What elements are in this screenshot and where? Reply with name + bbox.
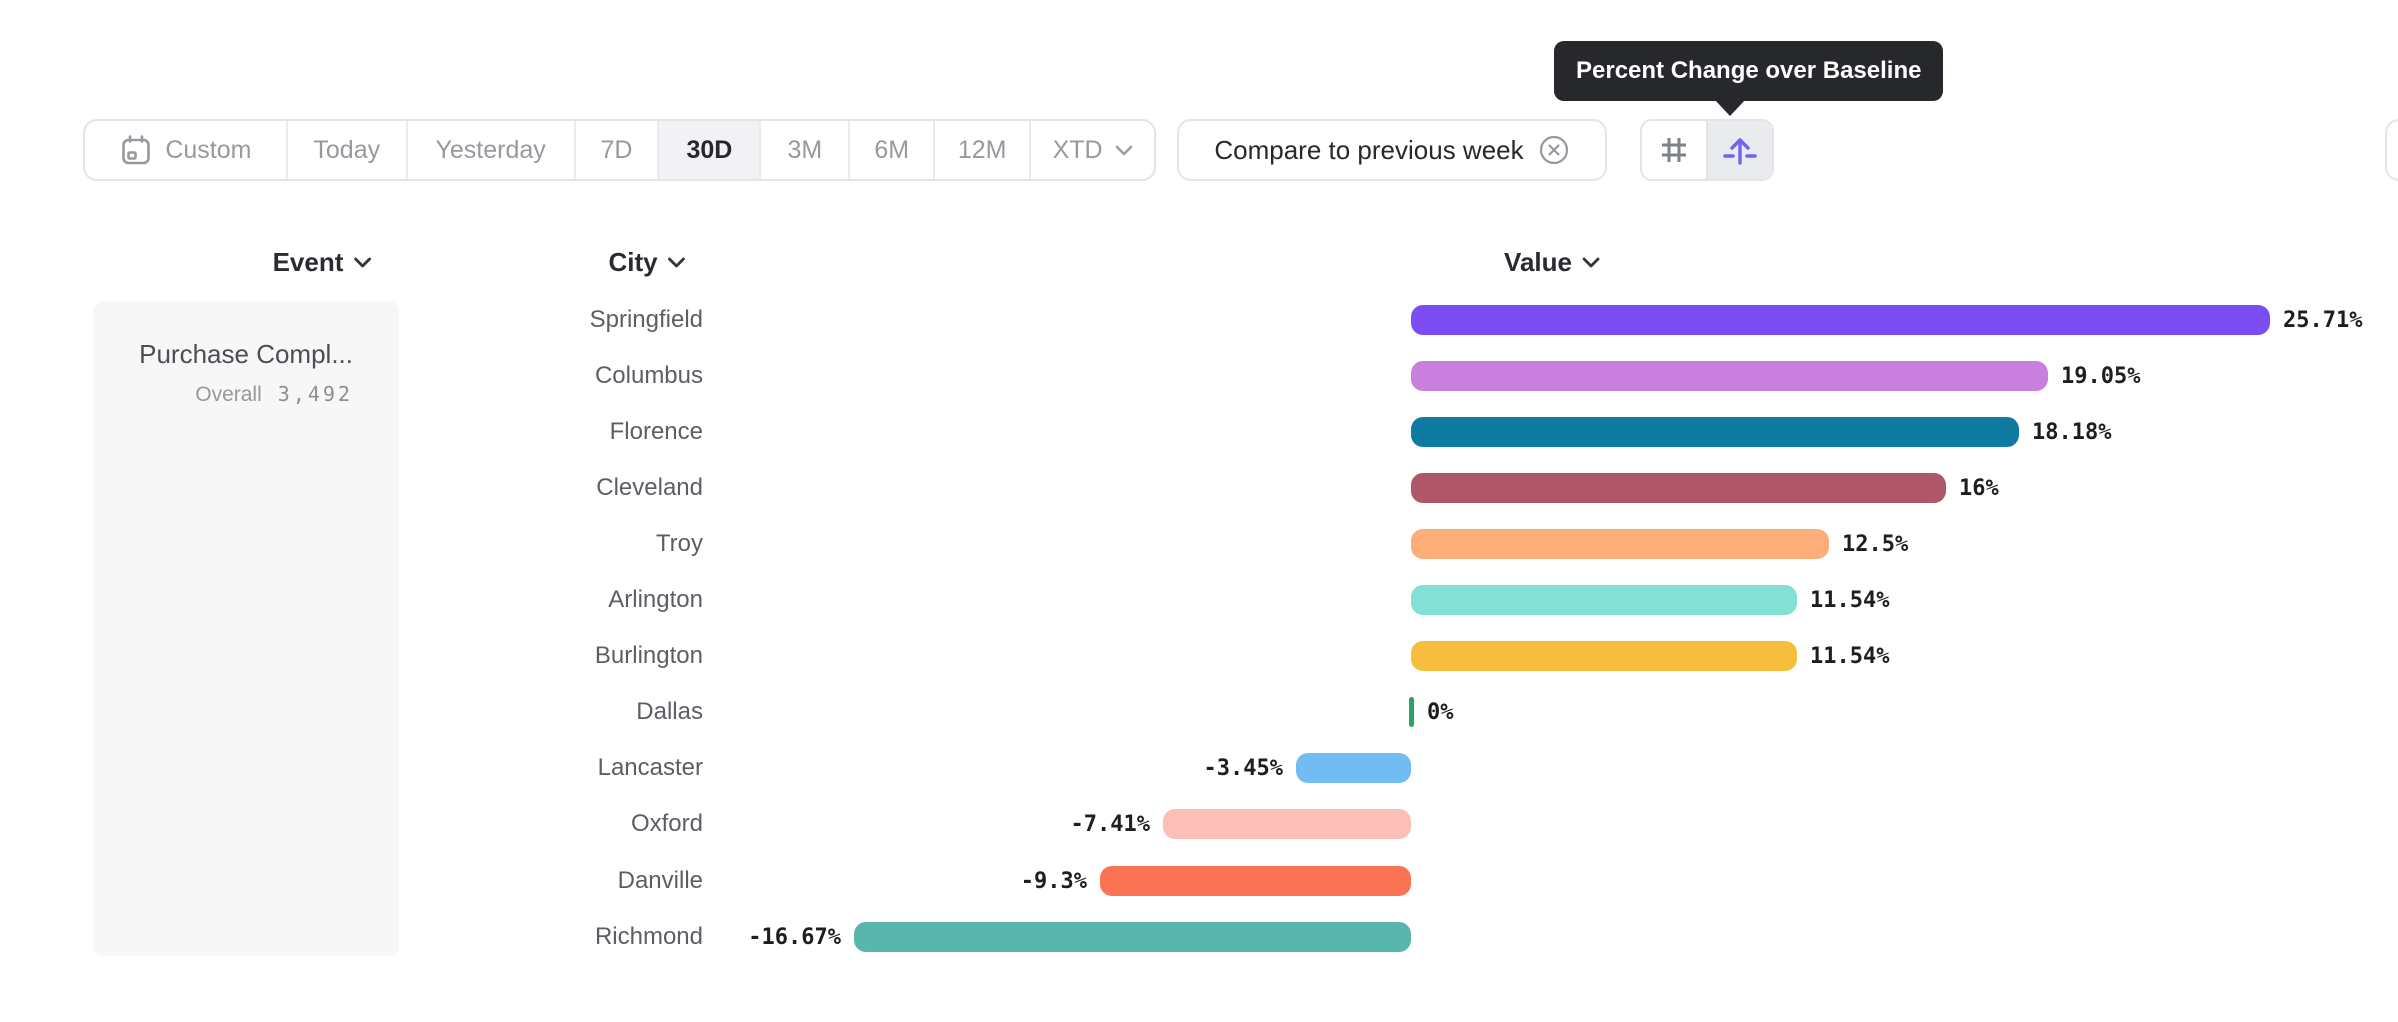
bar-troy[interactable] [1411,529,1829,559]
value-label-richmond: -16.67% [748,925,841,950]
value-label-burlington: 11.54% [1810,644,1890,669]
date-range-label: 30D [686,135,733,164]
compare-chip[interactable]: Compare to previous week [1177,119,1607,181]
tooltip-text: Percent Change over Baseline [1576,57,1922,84]
date-range-12m[interactable]: 12M [935,121,1032,179]
value-label-springfield: 25.71% [2283,308,2363,333]
date-range-label: 12M [957,135,1007,164]
bar-richmond[interactable] [854,922,1411,952]
bar-cleveland[interactable] [1411,473,1946,503]
column-header-label: Event [272,246,344,277]
event-overall-label: Overall [195,383,262,406]
city-label-florence: Florence [609,418,703,445]
value-label-lancaster: -3.45% [1203,756,1283,781]
value-label-danville: -9.3% [1020,869,1087,894]
date-range-label: Custom [165,135,252,164]
circle-x-icon[interactable] [1538,134,1570,166]
date-range-7d[interactable]: 7D [576,121,660,179]
city-label-arlington: Arlington [608,586,703,613]
date-range-yesterday[interactable]: Yesterday [408,121,576,179]
bar-dallas[interactable] [1409,697,1414,727]
value-label-columbus: 19.05% [2061,364,2141,389]
city-label-dallas: Dallas [636,698,703,725]
column-header-event[interactable]: Event [273,246,372,278]
date-range-label: 6M [874,135,910,164]
city-label-columbus: Columbus [594,362,703,389]
column-header-value[interactable]: Value [1504,246,1600,278]
city-label-cleveland: Cleveland [596,474,703,501]
tooltip-pointer [1714,99,1746,116]
bar-arlington[interactable] [1411,585,1797,615]
value-label-dallas: 0% [1427,700,1454,725]
date-range-toolbar: Custom Today Yesterday 7D 30D 3M 6M 12M … [83,119,1156,181]
chart-display-toggle [1640,119,1774,181]
date-range-6m[interactable]: 6M [850,121,936,179]
city-label-springfield: Springfield [589,306,703,333]
city-label-burlington: Burlington [594,642,703,669]
event-title: Purchase Compl... [139,339,353,369]
event-card[interactable]: Purchase Compl... Overall 3,492 [93,301,399,956]
event-overall-value: 3,492 [277,382,353,406]
value-label-troy: 12.5% [1842,532,1909,557]
grid-view-button[interactable] [1642,121,1706,179]
chevron-down-icon [353,257,371,268]
bar-oxford[interactable] [1163,809,1411,839]
city-label-troy: Troy [655,530,703,557]
bar-danville[interactable] [1100,866,1411,896]
date-range-30d[interactable]: 30D [659,121,762,179]
percent-baseline-button[interactable] [1706,121,1772,179]
date-range-xtd[interactable]: XTD [1031,121,1154,179]
arrow-up-from-line-icon [1721,131,1759,169]
bar-florence[interactable] [1411,417,2019,447]
column-header-label: City [608,246,658,277]
date-range-label: XTD [1052,135,1103,164]
date-range-3m[interactable]: 3M [761,121,851,179]
event-subtitle: Overall 3,492 [93,382,399,407]
date-range-custom[interactable]: Custom [85,121,288,179]
hash-icon [1656,132,1692,168]
bar-columbus[interactable] [1411,361,2048,391]
bar-burlington[interactable] [1411,641,1797,671]
date-range-label: Yesterday [435,135,546,164]
compare-chip-label: Compare to previous week [1214,134,1524,165]
value-label-oxford: -7.41% [1070,812,1150,837]
city-label-danville: Danville [617,867,703,894]
chevron-down-icon [1115,145,1133,156]
chevron-down-icon [668,257,686,268]
value-label-florence: 18.18% [2032,420,2112,445]
bar-lancaster[interactable] [1296,753,1411,783]
date-range-label: 7D [600,135,633,164]
city-label-lancaster: Lancaster [597,754,703,781]
calendar-icon [119,133,153,167]
bar-springfield[interactable] [1411,305,2270,335]
column-header-label: Value [1504,246,1572,277]
value-label-cleveland: 16% [1959,476,1999,501]
chevron-down-icon [1582,257,1600,268]
city-label-richmond: Richmond [594,923,703,950]
column-header-city[interactable]: City [608,246,685,278]
date-range-label: Today [313,135,381,164]
value-label-arlington: 11.54% [1810,588,1890,613]
date-range-label: 3M [787,135,823,164]
tooltip: Percent Change over Baseline [1554,41,1944,101]
date-range-today[interactable]: Today [288,121,408,179]
city-label-oxford: Oxford [630,810,703,837]
